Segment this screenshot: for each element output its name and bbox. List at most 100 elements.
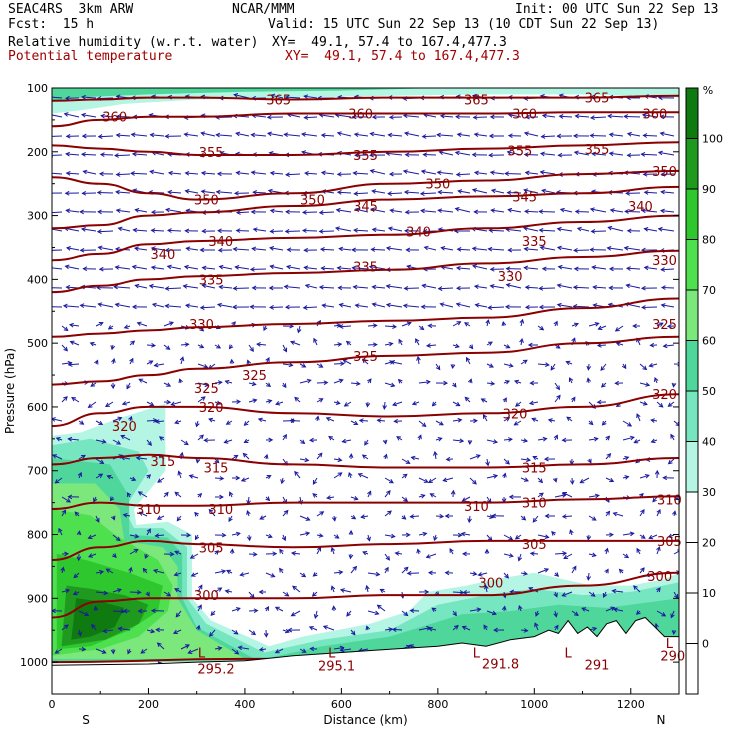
wind-vector-667 [67,436,80,442]
colorbar-swatch-bottom [685,643,699,695]
wind-vector-1033 [635,610,641,615]
wind-vector-386 [318,284,335,290]
wind-vector-740 [54,477,63,484]
wind-vector-842 [532,515,539,523]
wind-vector-507 [503,344,511,349]
wind-vector-87 [266,131,284,137]
wind-vector-72 [641,112,658,118]
wind-vector-630 [78,420,85,425]
wind-vector-832 [360,514,369,519]
wind-vector-540 [435,363,441,371]
wind-vector-697 [588,436,599,442]
wind-vector-153 [130,171,148,176]
wind-vector-653 [469,418,478,424]
wind-vector-728 [485,458,490,467]
contour-label-5: 360 [512,108,537,123]
wind-vector-839 [486,514,495,519]
wind-vector-80 [149,132,165,138]
wind-vector-732 [543,456,556,462]
wind-vector-207 [419,191,437,197]
y-axis-label: Pressure (hPa) [3,348,17,434]
wind-vector-202 [336,190,352,195]
wind-vector-95 [403,131,420,137]
wind-vector-752 [265,475,272,480]
colorbar-label-8: 20 [702,537,716,550]
wind-vector-1004 [137,608,148,614]
wind-vector-976 [292,585,301,593]
wind-vector-83 [200,131,216,137]
wind-vector-798 [418,494,426,499]
wind-vector-970 [197,584,203,593]
wind-vector-694 [537,436,548,442]
wind-vector-402 [592,284,607,290]
wind-vector-563 [197,382,210,387]
y-tick-label-8: 900 [27,592,48,605]
contour-label-41: 310 [522,497,547,512]
wind-vector-1011 [264,606,270,612]
wind-vector-916 [529,551,539,557]
wind-vector-98 [456,132,471,138]
wind-vector-932 [173,571,182,577]
wind-vector-429 [420,304,437,310]
y-tick-label-1: 200 [27,146,48,159]
wind-vector-582 [514,379,522,385]
colorbar-swatch-7 [685,441,699,493]
wind-vector-783 [163,491,169,498]
wind-vector-115 [114,153,131,158]
wind-vector-691 [486,439,499,444]
wind-vector-295 [657,226,675,232]
wind-vector-554 [673,361,679,367]
wind-vector-104 [556,133,573,139]
wind-vector-71 [623,114,641,119]
terrain-mask [52,617,679,694]
wind-vector-840 [491,513,505,519]
wind-vector-532 [299,363,307,368]
wind-vector-380 [218,284,233,290]
wind-vector-497 [333,342,343,347]
wind-vector-986 [462,589,471,595]
colorbar-swatch-5 [685,340,699,392]
wind-vector-243 [404,209,420,215]
wind-vector-584 [554,382,560,391]
wind-vector-677 [243,438,250,443]
wind-vector-235 [269,208,284,214]
wind-vector-161 [269,170,284,176]
wind-vector-476 [597,325,607,331]
contour-label-1: 365 [266,93,291,108]
wind-vector-426 [371,302,386,308]
wind-vector-290 [576,226,590,232]
contour-label-48: 300 [647,570,672,585]
wind-vector-220 [643,190,658,195]
wind-vector-867 [333,534,340,539]
wind-vector-722 [383,453,388,460]
wind-vector-279 [387,226,403,232]
wind-vector-1088 [309,646,318,652]
wind-vector-1058 [427,626,437,632]
wind-vector-258 [659,208,675,214]
valid-label: Valid: 15 UTC Sun 22 Sep 13 (10 CDT Sun … [268,17,660,32]
wind-vector-214 [541,188,556,194]
wind-vector-360 [505,266,522,272]
wind-vector-482 [69,340,80,346]
wind-vector-753 [280,477,285,485]
wind-vector-545 [520,359,528,365]
wind-vector-139 [523,152,539,157]
wind-vector-574 [384,382,396,388]
contour-label-39: 310 [208,503,233,518]
wind-vector-324 [523,246,539,252]
wind-vector-431 [455,302,471,308]
wind-vector-755 [312,477,318,485]
contour-label-14: 350 [425,178,450,193]
wind-vector-1022 [452,610,457,617]
wind-vector-800 [450,489,456,498]
wind-vector-1049 [282,628,290,634]
wind-vector-894 [163,551,175,557]
wind-vector-868 [348,529,354,536]
wind-vector-270 [235,228,250,233]
wind-vector-551 [621,363,627,370]
wind-vector-612 [392,401,403,407]
wind-vector-957 [604,568,609,574]
wind-vector-298 [79,247,97,253]
wind-vector-620 [528,400,539,406]
wind-vector-486 [146,342,157,348]
